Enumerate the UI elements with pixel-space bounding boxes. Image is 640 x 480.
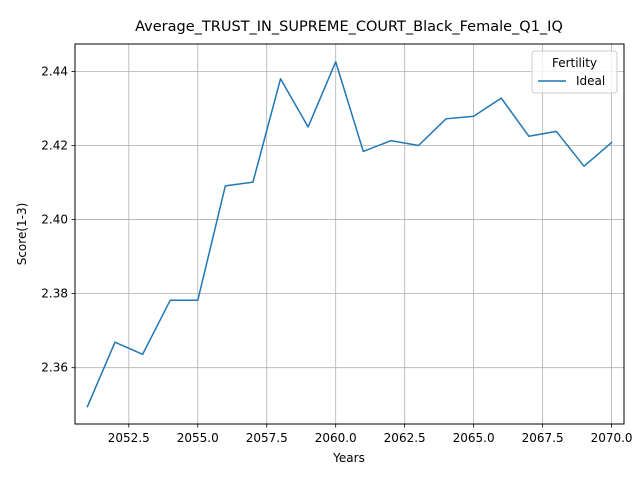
x-tick-label: 2070.0 bbox=[591, 431, 633, 445]
plot-frame bbox=[74, 43, 625, 425]
grid-lines bbox=[75, 44, 624, 424]
y-tick-label: 2.40 bbox=[41, 213, 68, 227]
y-tick-label: 2.42 bbox=[41, 138, 68, 152]
plot-area bbox=[86, 61, 613, 408]
chart-title: Average_TRUST_IN_SUPREME_COURT_Black_Fem… bbox=[135, 19, 563, 35]
x-axis: 2052.5 2055.0 2057.5 2060.0 2062.5 2065.0 2067… bbox=[108, 424, 633, 445]
legend-box bbox=[531, 50, 618, 94]
x-tick-label: 2052.5 bbox=[108, 431, 150, 445]
y-tick-label: 2.44 bbox=[41, 64, 68, 78]
series-line-ideal bbox=[86, 61, 613, 408]
y-axis-label: Score(1-3) bbox=[15, 203, 29, 266]
legend-label-ideal: Ideal bbox=[576, 74, 605, 88]
legend: Fertility Ideal bbox=[531, 50, 618, 94]
x-tick-label: 2060.0 bbox=[315, 431, 357, 445]
x-tick-label: 2067.5 bbox=[522, 431, 564, 445]
legend-title: Fertility bbox=[552, 56, 597, 70]
x-tick-label: 2055.0 bbox=[177, 431, 219, 445]
x-tick-label: 2057.5 bbox=[246, 431, 288, 445]
y-tick-label: 2.38 bbox=[41, 287, 68, 301]
y-axis: 2.36 2.38 2.40 2.42 2.44 bbox=[41, 64, 75, 375]
x-tick-label: 2065.0 bbox=[453, 431, 495, 445]
x-tick-label: 2062.5 bbox=[384, 431, 426, 445]
x-axis-label: Years bbox=[332, 451, 365, 465]
y-tick-label: 2.36 bbox=[41, 361, 68, 375]
